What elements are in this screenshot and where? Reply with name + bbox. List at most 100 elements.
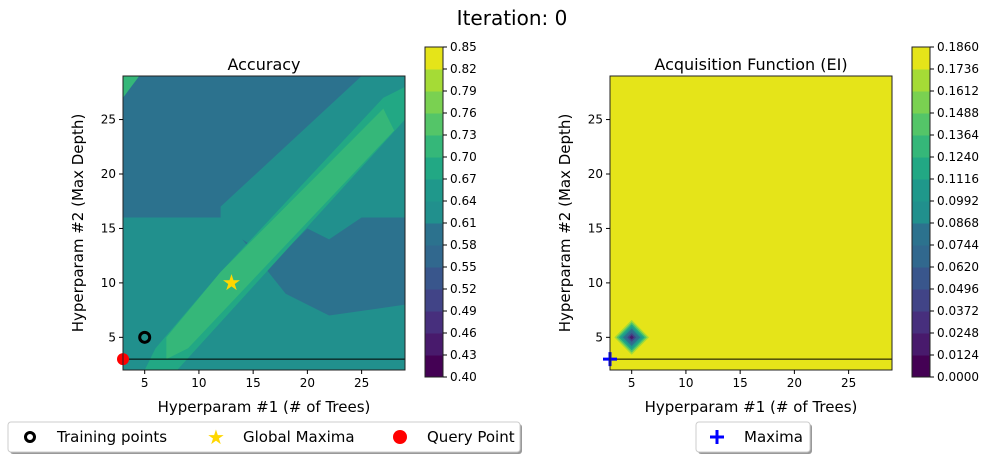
colorbar-segment: [425, 311, 443, 334]
axes-frame: [609, 75, 893, 371]
colorbar-segment: [912, 69, 930, 92]
y-axis-label: Hyperparam #2 (Max Depth): [69, 114, 87, 333]
x-axis-label: Hyperparam #1 (# of Trees): [645, 398, 858, 416]
x-tick-label: 20: [300, 376, 315, 390]
colorbar-tick-label: 0.82: [450, 62, 477, 76]
y-tick-label: 20: [588, 167, 603, 181]
x-tick-label: 10: [191, 376, 206, 390]
colorbar-tick-label: 0.73: [450, 128, 477, 142]
colorbar-segment: [912, 245, 930, 268]
colorbar-tick-label: 0.49: [450, 304, 477, 318]
colorbar-segment: [912, 289, 930, 312]
contour-level-band-inner: [166, 108, 395, 360]
colorbar-tick-label: 0.58: [450, 238, 477, 252]
contour-level-upper: [123, 76, 362, 218]
legend-label: Maxima: [744, 428, 803, 446]
colorbar-tick-label: 0.1736: [937, 62, 979, 76]
colorbar-tick-label: 0.67: [450, 172, 477, 186]
y-tick-label: 10: [588, 276, 603, 290]
colorbar-segment: [425, 91, 443, 114]
legend-marker-query: [393, 430, 407, 444]
y-tick-label: 15: [588, 221, 603, 235]
colorbar-tick-label: 0.1364: [937, 128, 979, 142]
legend-marker-star: ★: [207, 425, 225, 449]
x-tick-label: 15: [733, 376, 748, 390]
colorbar-tick-label: 0.55: [450, 260, 477, 274]
colorbar-segment: [425, 179, 443, 202]
x-tick-label: 20: [787, 376, 802, 390]
colorbar-tick-label: 0.0248: [937, 326, 979, 340]
colorbar-tick-label: 0.0868: [937, 216, 979, 230]
x-axis-label: Hyperparam #1 (# of Trees): [158, 398, 371, 416]
y-tick-label: 10: [101, 276, 116, 290]
colorbar-tick-label: 0.1612: [937, 84, 979, 98]
accuracy-plot: ★ 5 10 15 20 25 5 10 15 20 25 Accuracy Hyperparam #1…: [7, 40, 522, 454]
y-tick-label: 20: [101, 167, 116, 181]
colorbar-tick-label: 0.79: [450, 84, 477, 98]
colorbar-tick-label: 0.64: [450, 194, 477, 208]
colorbar-segment: [425, 113, 443, 136]
colorbar-tick-label: 0.1116: [937, 172, 979, 186]
suptitle: Iteration: 0: [457, 6, 568, 30]
colorbar-tick-label: 0.0992: [937, 194, 979, 208]
colorbar-segment: [425, 223, 443, 246]
plot-title: Acquisition Function (EI): [654, 55, 847, 74]
legend-box: [695, 421, 811, 453]
legend-box: [7, 421, 521, 453]
colorbar-segment: [425, 355, 443, 378]
x-tick-label: 25: [841, 376, 856, 390]
x-tick-label: 15: [246, 376, 261, 390]
colorbar-tick-label: 0.52: [450, 282, 477, 296]
contour-fill: [123, 76, 405, 370]
colorbar-frame: [911, 46, 931, 378]
colorbar-segment: [425, 69, 443, 92]
colorbar-segment: [425, 201, 443, 224]
x-tick-label: 10: [678, 376, 693, 390]
colorbar-segment: [425, 157, 443, 180]
contour-level-corner: [123, 76, 140, 98]
colorbar-tick-label: 0.0744: [937, 238, 979, 252]
colorbar-tick-label: 0.85: [450, 40, 477, 54]
colorbar-tick-label: 0.0496: [937, 282, 979, 296]
x-tick-label: 25: [354, 376, 369, 390]
colorbar-segment: [425, 135, 443, 158]
y-tick-label: 5: [595, 330, 603, 344]
colorbar-tick-label: 0.1860: [937, 40, 979, 54]
y-tick-label: 15: [101, 221, 116, 235]
x-tick-label: 5: [628, 376, 636, 390]
training-point: [138, 330, 152, 344]
axes-frame: [122, 75, 406, 371]
colorbar-segment: [912, 201, 930, 224]
contour-fill: [610, 76, 892, 370]
colorbar-tick-label: 0.46: [450, 326, 477, 340]
colorbar-tick-label: 0.0620: [937, 260, 979, 274]
y-tick-label: 25: [101, 113, 116, 127]
legend-label: Global Maxima: [243, 428, 355, 446]
legend-label: Training points: [56, 428, 167, 446]
colorbar-segment: [425, 289, 443, 312]
colorbar-tick-label: 0.40: [450, 370, 477, 384]
global-maxima-star: ★: [222, 271, 242, 296]
colorbar-frame: [424, 46, 444, 378]
colorbar-segment: [912, 47, 930, 70]
y-tick-label: 25: [588, 113, 603, 127]
colorbar-segment: [912, 355, 930, 378]
legend-marker-training: [24, 431, 36, 443]
legend-marker-plus: [710, 430, 724, 444]
colorbar-segment: [425, 47, 443, 70]
colorbar-tick-label: 0.0372: [937, 304, 979, 318]
contour-level-base: [610, 76, 892, 370]
plot-title: Accuracy: [227, 55, 300, 74]
legend-label: Query Point: [427, 428, 515, 446]
contour-level-lower-right: [242, 217, 405, 316]
colorbar-tick-label: 0.0000: [937, 370, 979, 384]
colorbar-segment: [912, 113, 930, 136]
colorbar-segment: [912, 179, 930, 202]
y-tick-label: 5: [108, 330, 116, 344]
colorbar-segment: [425, 333, 443, 356]
colorbar-segment: [912, 311, 930, 334]
y-axis-label: Hyperparam #2 (Max Depth): [556, 114, 574, 333]
colorbar-tick-label: 0.0124: [937, 348, 979, 362]
colorbar-tick-label: 0.43: [450, 348, 477, 362]
